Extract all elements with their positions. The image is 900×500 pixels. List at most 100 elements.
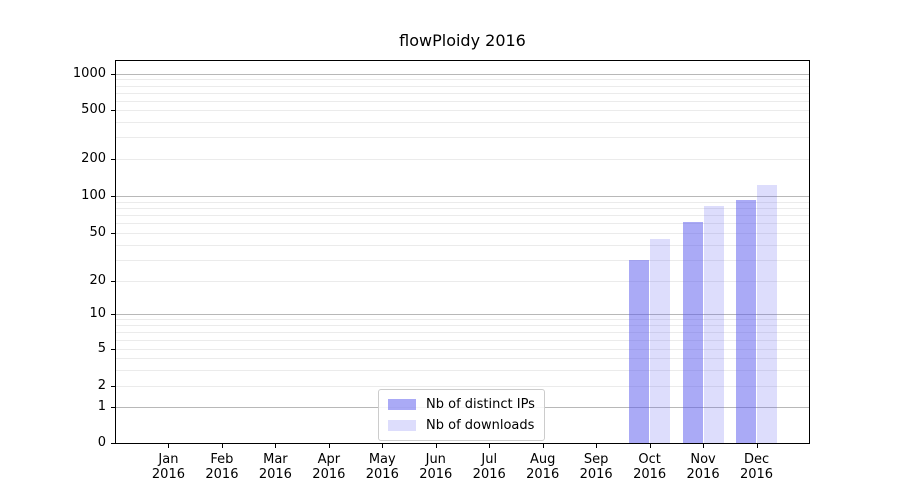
legend-item-distinct-ips: Nb of distinct IPs — [388, 397, 535, 412]
x-tick-month: Jan — [158, 452, 179, 467]
gridline-minor — [116, 223, 809, 224]
x-tick-mark — [596, 444, 598, 448]
legend-label-downloads: Nb of downloads — [426, 418, 535, 433]
x-tick-year: 2016 — [579, 467, 613, 482]
x-tick-label: May 2016 — [350, 452, 414, 482]
y-tick-mark — [111, 196, 115, 197]
x-tick-year: 2016 — [365, 467, 399, 482]
gridline-minor — [116, 202, 809, 203]
gridline-major — [116, 196, 809, 197]
bar-nov-downloads — [703, 205, 724, 443]
legend-item-downloads: Nb of downloads — [388, 418, 535, 433]
gridline-minor — [116, 215, 809, 216]
gridline-minor — [116, 325, 809, 326]
x-tick-year: 2016 — [526, 467, 560, 482]
y-tick-mark — [111, 386, 115, 387]
x-tick-mark — [649, 444, 651, 448]
y-tick-label: 0 — [97, 435, 106, 450]
y-tick-label: 500 — [81, 102, 106, 117]
y-tick-label: 1000 — [72, 66, 106, 81]
x-tick-month: Mar — [263, 452, 288, 467]
y-tick-mark — [111, 281, 115, 282]
gridline-minor — [116, 260, 809, 261]
gridline-minor — [116, 319, 809, 320]
y-tick-mark — [111, 159, 115, 160]
gridline-minor — [116, 101, 809, 102]
x-tick-month: Sep — [583, 452, 609, 467]
x-tick-mark — [756, 444, 758, 448]
gridline-minor — [116, 233, 809, 234]
gridline-minor — [116, 340, 809, 341]
y-tick-mark — [111, 443, 115, 444]
x-tick-month: Aug — [529, 452, 556, 467]
x-tick-year: 2016 — [312, 467, 346, 482]
x-tick-label: Sep 2016 — [564, 452, 628, 482]
y-tick-label: 50 — [89, 225, 106, 240]
x-tick-year: 2016 — [686, 467, 720, 482]
x-tick-month: Oct — [638, 452, 661, 467]
gridline-minor — [116, 386, 809, 387]
x-tick-mark — [168, 444, 170, 448]
y-tick-mark — [111, 233, 115, 234]
bar-oct-downloads — [650, 238, 671, 443]
y-tick-mark — [111, 407, 115, 408]
y-tick-mark — [111, 349, 115, 350]
gridline-minor — [116, 110, 809, 111]
x-tick-label: Nov 2016 — [671, 452, 735, 482]
legend-swatch-downloads — [388, 420, 416, 431]
y-tick-label: 10 — [89, 306, 106, 321]
x-tick-label: Dec 2016 — [725, 452, 789, 482]
x-tick-mark — [221, 444, 223, 448]
x-tick-mark — [542, 444, 544, 448]
gridline-minor — [116, 358, 809, 359]
gridline-minor — [116, 349, 809, 350]
plot-area: Nb of distinct IPs Nb of downloads — [115, 60, 810, 444]
gridline-minor — [116, 122, 809, 123]
x-tick-year: 2016 — [205, 467, 239, 482]
gridline-minor — [116, 79, 809, 80]
gridline-minor — [116, 137, 809, 138]
x-tick-mark — [489, 444, 491, 448]
legend-label-distinct-ips: Nb of distinct IPs — [426, 397, 535, 412]
y-tick-label: 1 — [97, 399, 106, 414]
x-tick-year: 2016 — [419, 467, 453, 482]
x-tick-mark — [382, 444, 384, 448]
gridline-minor — [116, 93, 809, 94]
bar-nov-distinct-ips — [682, 221, 703, 443]
gridline-minor — [116, 245, 809, 246]
x-tick-mark — [328, 444, 330, 448]
x-tick-label: Aug 2016 — [511, 452, 575, 482]
x-tick-label: Mar 2016 — [243, 452, 307, 482]
gridline-minor — [116, 86, 809, 87]
x-tick-label: Apr 2016 — [297, 452, 361, 482]
x-tick-month: Jul — [481, 452, 498, 467]
x-tick-label: Jun 2016 — [404, 452, 468, 482]
x-tick-year: 2016 — [151, 467, 185, 482]
x-tick-label: Feb 2016 — [190, 452, 254, 482]
gridline-minor — [116, 281, 809, 282]
x-tick-month: Dec — [743, 452, 770, 467]
x-tick-month: Jun — [425, 452, 446, 467]
x-tick-label: Jan 2016 — [136, 452, 200, 482]
y-tick-label: 200 — [81, 151, 106, 166]
gridline-minor — [116, 332, 809, 333]
y-tick-label: 100 — [81, 188, 106, 203]
x-tick-month: Nov — [690, 452, 716, 467]
x-tick-year: 2016 — [739, 467, 774, 482]
y-tick-label: 2 — [97, 378, 106, 393]
gridline-minor — [116, 159, 809, 160]
y-tick-mark — [111, 314, 115, 315]
x-tick-year: 2016 — [258, 467, 292, 482]
y-tick-mark — [111, 110, 115, 111]
gridline-major — [116, 314, 809, 315]
bar-dec-distinct-ips — [736, 200, 757, 443]
x-tick-month: Feb — [210, 452, 234, 467]
y-tick-mark — [111, 74, 115, 75]
x-tick-label: Oct 2016 — [618, 452, 682, 482]
x-tick-mark — [703, 444, 705, 448]
chart-title: flowPloidy 2016 — [399, 31, 526, 50]
legend-swatch-distinct-ips — [388, 399, 416, 410]
bar-oct-distinct-ips — [629, 259, 650, 443]
x-tick-mark — [275, 444, 277, 448]
gridline-minor — [116, 370, 809, 371]
